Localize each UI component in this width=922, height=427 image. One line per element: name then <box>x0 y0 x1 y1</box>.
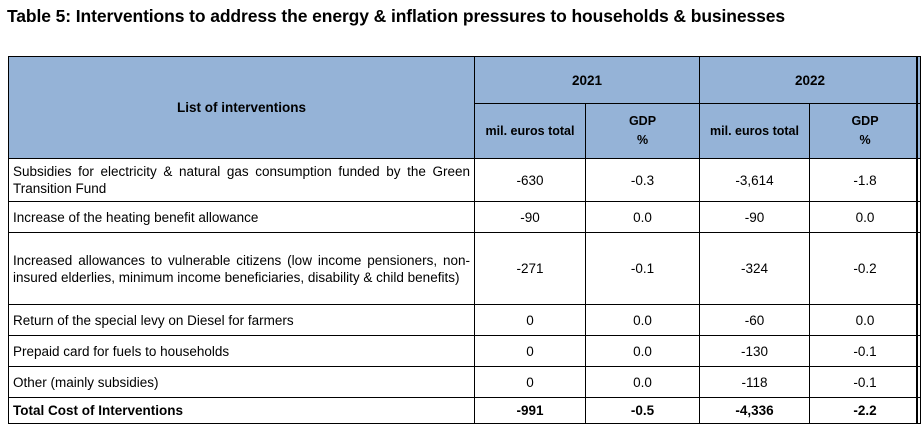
total-gdp-2021: -0.5 <box>585 397 700 424</box>
gdp-percent-label: % <box>859 133 871 147</box>
header-gdp-2022: GDP % <box>809 103 921 159</box>
row-label: Return of the special levy on Diesel for… <box>8 304 475 336</box>
gdp-label: GDP <box>628 114 657 128</box>
header-mil-euros-2022: mil. euros total <box>699 103 810 159</box>
header-list-of-interventions: List of interventions <box>8 56 475 159</box>
value-2022: -3,614 <box>699 158 810 202</box>
gdp-2021: -0.1 <box>585 232 700 305</box>
right-border-line <box>916 56 918 423</box>
value-2022: -130 <box>699 335 810 367</box>
row-label: Increase of the heating benefit allowanc… <box>8 201 475 233</box>
gdp-percent-label: % <box>636 133 649 147</box>
value-2021: -271 <box>474 232 586 305</box>
header-row-years: List of interventions 2021 2022 <box>8 56 921 159</box>
gdp-2022: -1.8 <box>809 158 921 202</box>
value-2022: -60 <box>699 304 810 336</box>
table-row: Subsidies for electricity & natural gas … <box>8 158 921 202</box>
gdp-2022: -0.1 <box>809 366 921 398</box>
gdp-2021: 0.0 <box>585 335 700 367</box>
total-value-2022: -4,336 <box>699 397 810 424</box>
total-gdp-2022: -2.2 <box>809 397 921 424</box>
header-year-2022: 2022 <box>699 56 921 104</box>
table-row: Other (mainly subsidies) 0 0.0 -118 -0.1 <box>8 366 921 398</box>
gdp-2021: 0.0 <box>585 304 700 336</box>
row-label: Increased allowances to vulnerable citiz… <box>8 232 475 305</box>
table-row: Prepaid card for fuels to households 0 0… <box>8 335 921 367</box>
gdp-2022: 0.0 <box>809 201 921 233</box>
header-row-units: mil. euros total GDP % mil. euros total … <box>9 103 921 159</box>
total-value-2021: -991 <box>474 397 586 424</box>
value-2021: -90 <box>474 201 586 233</box>
table-row: Increase of the heating benefit allowanc… <box>8 201 921 233</box>
value-2022: -90 <box>699 201 810 233</box>
gdp-label: GDP <box>851 114 879 128</box>
gdp-2022: -0.2 <box>809 232 921 305</box>
total-label: Total Cost of Interventions <box>8 397 475 424</box>
total-row: Total Cost of Interventions -991 -0.5 -4… <box>8 397 921 424</box>
table-row: Increased allowances to vulnerable citiz… <box>8 232 921 305</box>
header-mil-euros-2021: mil. euros total <box>474 103 586 159</box>
row-label: Prepaid card for fuels to households <box>8 335 475 367</box>
value-2021: -630 <box>474 158 586 202</box>
table-title: Table 5: Interventions to address the en… <box>7 6 786 26</box>
header-gdp-2021: GDP % <box>585 103 700 159</box>
gdp-2022: 0.0 <box>809 304 921 336</box>
value-2022: -118 <box>699 366 810 398</box>
interventions-table: List of interventions 2021 2022 mil. eur… <box>8 56 921 424</box>
value-2021: 0 <box>474 366 586 398</box>
gdp-2021: 0.0 <box>585 201 700 233</box>
table-row: Return of the special levy on Diesel for… <box>8 304 921 336</box>
header-year-2021: 2021 <box>474 56 700 104</box>
value-2021: 0 <box>474 304 586 336</box>
gdp-2021: 0.0 <box>585 366 700 398</box>
value-2022: -324 <box>699 232 810 305</box>
row-label: Subsidies for electricity & natural gas … <box>8 158 475 202</box>
row-label: Other (mainly subsidies) <box>8 366 475 398</box>
gdp-2022: -0.1 <box>809 335 921 367</box>
gdp-2021: -0.3 <box>585 158 700 202</box>
value-2021: 0 <box>474 335 586 367</box>
